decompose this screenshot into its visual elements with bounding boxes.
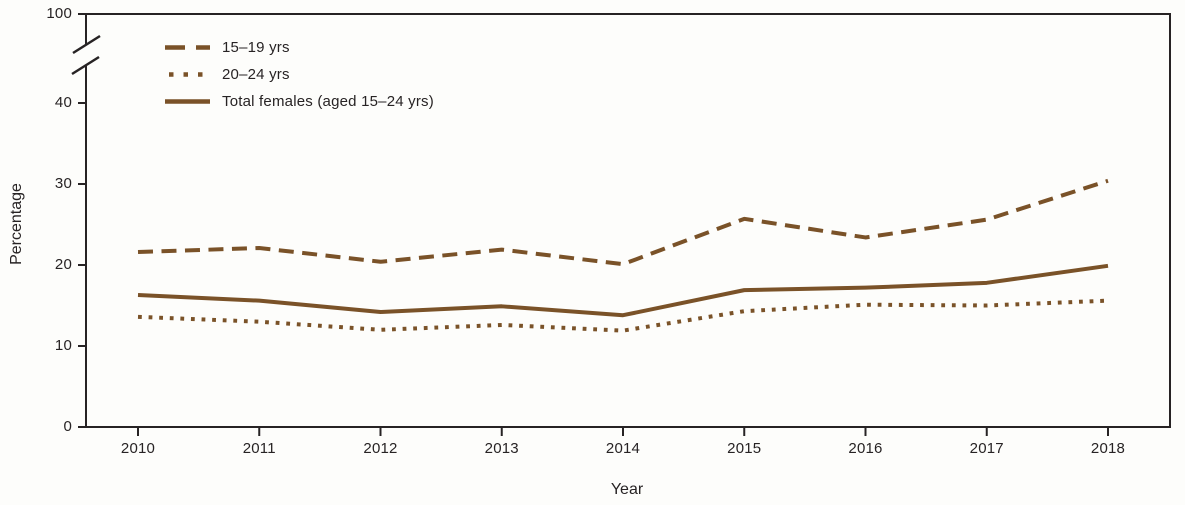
legend-label-15-19-yrs: 15–19 yrs [222,39,290,56]
y-tick-label-20: 20 [54,256,72,273]
y-tick-label-top: 100 [46,5,72,22]
series-line-20-24-yrs [137,298,1109,333]
chart-legend: 15–19 yrs 20–24 yrs Total females (aged … [163,34,434,115]
x-tick-label-2011: 2011 [242,440,276,457]
legend-label-20-24-yrs: 20–24 yrs [222,66,290,83]
axis-break-slash [71,55,100,76]
y-tick-label-30: 30 [54,175,72,192]
dashed-line-swatch-icon [165,45,210,50]
series-line-total-females [137,263,1109,318]
x-tick-label-2016: 2016 [848,440,883,457]
axis-break-slash [72,34,101,55]
y-axis-title: Percentage [8,183,25,265]
x-tick-label-2013: 2013 [484,440,519,457]
y-tick-label-40: 40 [54,94,72,111]
legend-label-total-females: Total females (aged 15–24 yrs) [222,93,434,110]
series-line-15-19-yrs [137,178,1109,267]
solid-line-swatch-icon [165,99,210,104]
y-tick-label-0: 0 [63,418,72,435]
legend-item-15-19-yrs: 15–19 yrs [163,34,434,61]
plot-frame [85,13,1171,428]
x-tick-label-2012: 2012 [363,440,398,457]
y-tick-label-10: 10 [54,337,72,354]
x-axis-title: Year [610,481,644,498]
legend-item-total-females: Total females (aged 15–24 yrs) [163,88,434,115]
dotted-line-swatch-icon [169,72,204,77]
x-tick-label-2018: 2018 [1090,440,1126,457]
x-tick-label-2015: 2015 [727,440,762,457]
x-tick-label-2017: 2017 [969,440,1004,457]
legend-item-20-24-yrs: 20–24 yrs [163,61,434,88]
x-tick-label-2010: 2010 [120,440,156,457]
axis-break-gap [71,35,101,75]
x-tick-label-2014: 2014 [605,440,641,457]
